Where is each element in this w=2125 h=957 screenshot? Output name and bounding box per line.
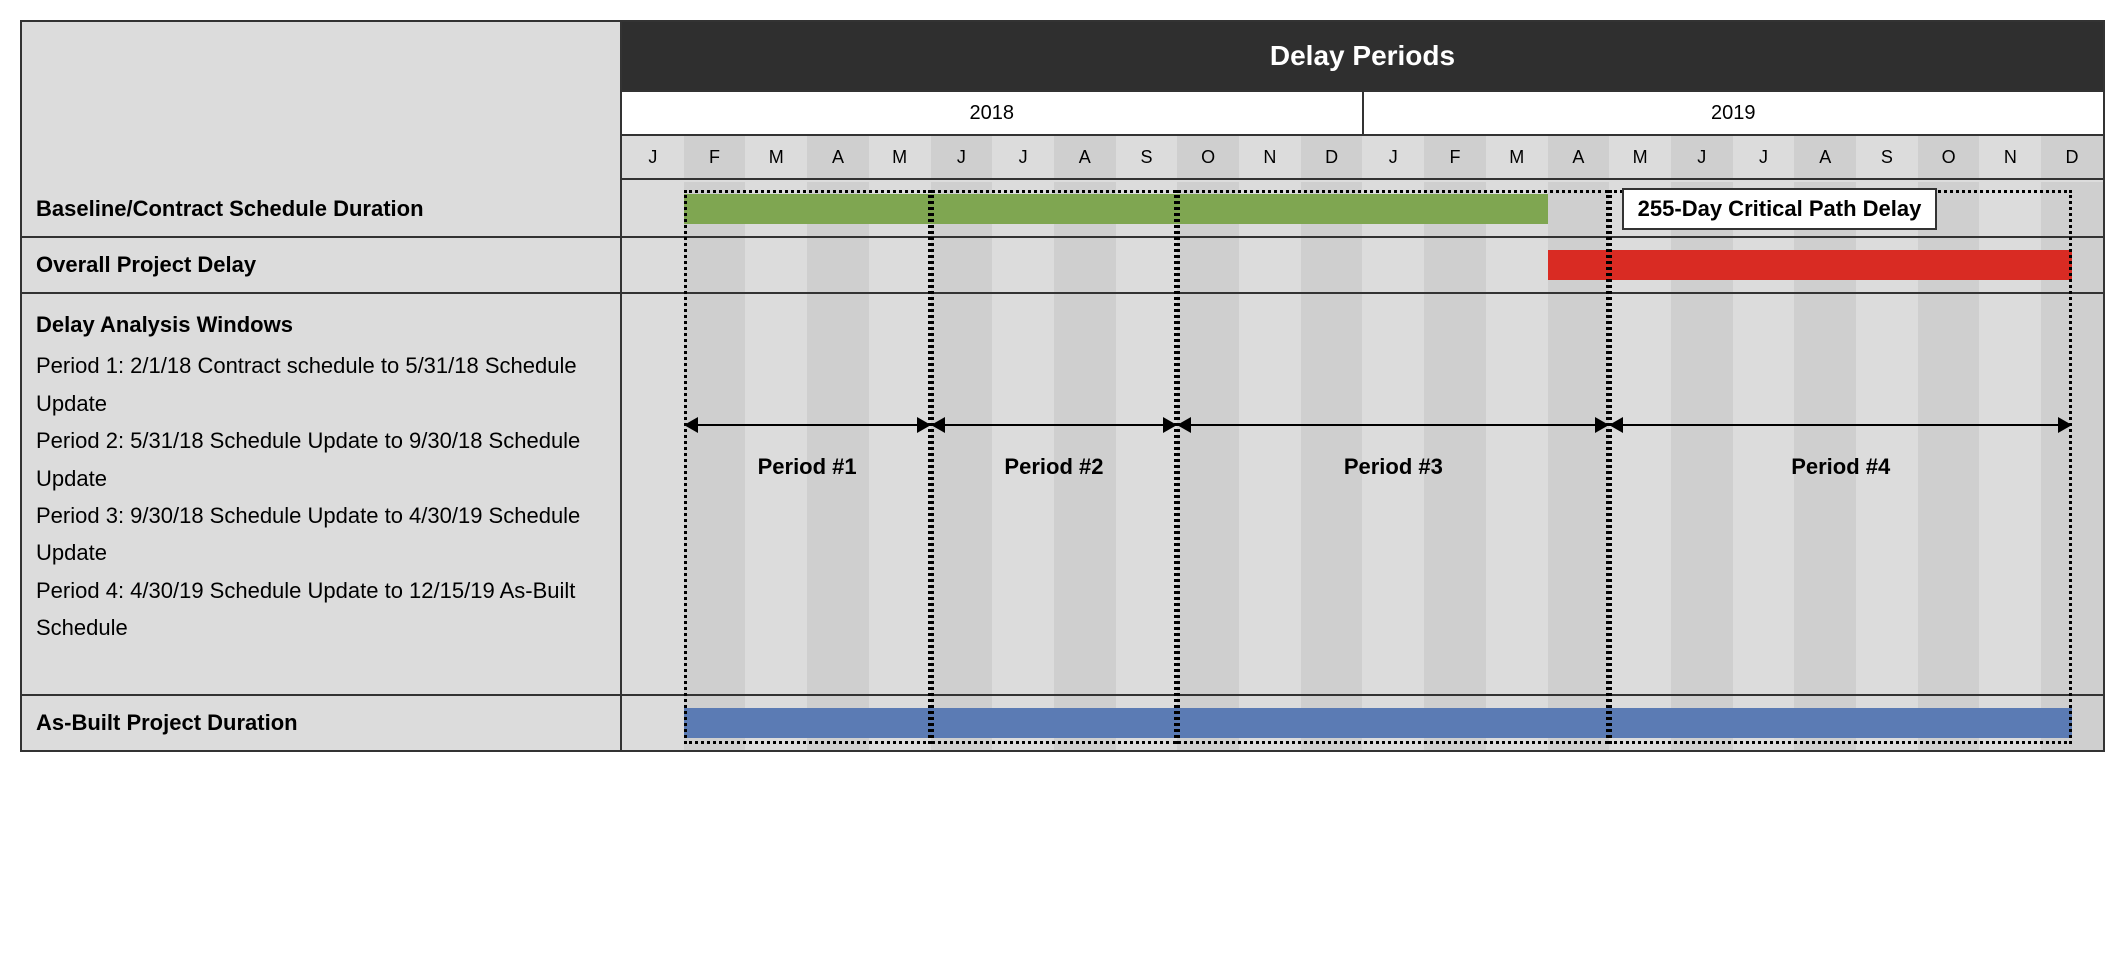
month-row: JFMAMJJASONDJFMAMJJASOND bbox=[622, 136, 2103, 180]
month-cell: S bbox=[1856, 136, 1918, 178]
windows-line: Period 3: 9/30/18 Schedule Update to 4/3… bbox=[36, 497, 606, 572]
row-timeline-asbuilt bbox=[622, 696, 2103, 750]
month-cell: M bbox=[745, 136, 807, 178]
month-cell: S bbox=[1116, 136, 1178, 178]
row-label-overall-delay: Overall Project Delay bbox=[22, 238, 622, 292]
data-row-windows: Delay Analysis Windows Period 1: 2/1/18 C… bbox=[22, 294, 2103, 696]
bar-asbuilt bbox=[684, 708, 2072, 738]
gantt-chart: Delay Periods 20182019 JFMAMJJASONDJFMAM… bbox=[20, 20, 2105, 752]
period-arrow bbox=[1177, 424, 1609, 426]
year-row: 20182019 bbox=[622, 92, 2103, 136]
month-cell: N bbox=[1239, 136, 1301, 178]
row-label-asbuilt: As-Built Project Duration bbox=[22, 696, 622, 750]
month-cell: J bbox=[931, 136, 993, 178]
month-cell: D bbox=[2041, 136, 2103, 178]
month-cell: J bbox=[1671, 136, 1733, 178]
data-row-baseline: Baseline/Contract Schedule Duration 255-D… bbox=[22, 182, 2103, 238]
critical-path-callout: 255-Day Critical Path Delay bbox=[1622, 188, 1938, 230]
row-timeline-baseline: 255-Day Critical Path Delay bbox=[622, 182, 2103, 236]
month-cell: A bbox=[807, 136, 869, 178]
period-arrow bbox=[684, 424, 931, 426]
period-label: Period #2 bbox=[1004, 454, 1103, 480]
period-label: Period #1 bbox=[758, 454, 857, 480]
chart-title: Delay Periods bbox=[622, 22, 2103, 92]
month-cell: M bbox=[1486, 136, 1548, 178]
windows-line: Period 1: 2/1/18 Contract schedule to 5/… bbox=[36, 347, 606, 422]
month-cell: O bbox=[1177, 136, 1239, 178]
bar-baseline bbox=[684, 194, 1548, 224]
month-cell: J bbox=[622, 136, 684, 178]
data-row-overall-delay: Overall Project Delay bbox=[22, 238, 2103, 294]
month-cell: D bbox=[1301, 136, 1363, 178]
month-cell: A bbox=[1548, 136, 1610, 178]
month-cell: A bbox=[1794, 136, 1856, 178]
header-timeline: Delay Periods 20182019 JFMAMJJASONDJFMAM… bbox=[622, 22, 2103, 182]
month-cell: F bbox=[1424, 136, 1486, 178]
windows-line: Period 4: 4/30/19 Schedule Update to 12/… bbox=[36, 572, 606, 647]
month-cell: J bbox=[1362, 136, 1424, 178]
row-label-windows: Delay Analysis Windows Period 1: 2/1/18 C… bbox=[22, 294, 622, 694]
windows-heading: Delay Analysis Windows bbox=[36, 306, 606, 343]
period-arrow bbox=[931, 424, 1178, 426]
bar-overall-delay bbox=[1548, 250, 2073, 280]
month-cell: J bbox=[992, 136, 1054, 178]
year-cell: 2019 bbox=[1364, 92, 2104, 134]
windows-line: Period 2: 5/31/18 Schedule Update to 9/3… bbox=[36, 422, 606, 497]
month-cell: N bbox=[1979, 136, 2041, 178]
row-timeline-windows: Period #1 Period #2 Period #3 Period #4 bbox=[622, 294, 2103, 694]
period-arrow bbox=[1609, 424, 2072, 426]
period-label: Period #4 bbox=[1791, 454, 1890, 480]
month-cell: O bbox=[1918, 136, 1980, 178]
rows-container: Baseline/Contract Schedule Duration 255-D… bbox=[22, 182, 2103, 750]
period-label: Period #3 bbox=[1344, 454, 1443, 480]
month-cell: F bbox=[684, 136, 746, 178]
row-timeline-overall-delay bbox=[622, 238, 2103, 292]
month-cell: M bbox=[1609, 136, 1671, 178]
month-cell: J bbox=[1733, 136, 1795, 178]
header-row: Delay Periods 20182019 JFMAMJJASONDJFMAM… bbox=[22, 22, 2103, 182]
year-cell: 2018 bbox=[622, 92, 1364, 134]
data-row-asbuilt: As-Built Project Duration bbox=[22, 696, 2103, 750]
header-label-blank bbox=[22, 22, 622, 182]
month-cell: M bbox=[869, 136, 931, 178]
month-cell: A bbox=[1054, 136, 1116, 178]
row-label-baseline: Baseline/Contract Schedule Duration bbox=[22, 182, 622, 236]
